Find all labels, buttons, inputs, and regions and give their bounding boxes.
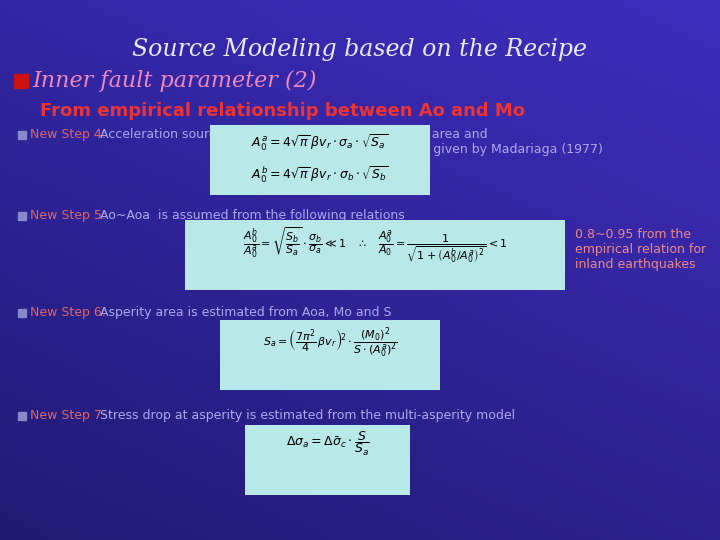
Text: Asperity area is estimated from Aoa, Mo and S: Asperity area is estimated from Aoa, Mo … (100, 306, 392, 319)
Text: Ao∼Aoa  is assumed from the following relations: Ao∼Aoa is assumed from the following rel… (100, 209, 405, 222)
Text: Inner fault parameter (2): Inner fault parameter (2) (32, 70, 316, 92)
Text: Source Modeling based on the Recipe: Source Modeling based on the Recipe (132, 38, 588, 61)
Text: Aob from background area area given by Madariaga (1977): Aob from background area area given by M… (230, 143, 603, 156)
Bar (18, 412, 26, 420)
Text: $S_a = \left(\dfrac{7\pi^2}{4}\,\beta v_r\right)^{\!2} \cdot \dfrac{(M_0)^2}{S\c: $S_a = \left(\dfrac{7\pi^2}{4}\,\beta v_… (263, 325, 397, 360)
Bar (18, 309, 26, 317)
Bar (220, 320, 440, 390)
Bar (210, 125, 430, 195)
Text: New Step 7:: New Step 7: (30, 409, 110, 422)
Text: $\dfrac{A_0^b}{A_0^a} = \sqrt{\dfrac{S_b}{S_a}} \cdot \dfrac{\sigma_b}{\sigma_a}: $\dfrac{A_0^b}{A_0^a} = \sqrt{\dfrac{S_b… (243, 225, 508, 265)
Bar (18, 212, 26, 220)
Text: Stress drop at asperity is estimated from the multi-asperity model: Stress drop at asperity is estimated fro… (100, 409, 515, 422)
Text: From empirical relationship between Ao and Mo: From empirical relationship between Ao a… (40, 102, 525, 120)
Text: 0.8~0.95 from the
empirical relation for
inland earthquakes: 0.8~0.95 from the empirical relation for… (575, 228, 706, 271)
Bar (14, 74, 28, 88)
Text: New Step 4:: New Step 4: (30, 128, 110, 141)
Bar (185, 220, 565, 290)
Text: New Step 5:: New Step 5: (30, 209, 110, 222)
Bar (18, 131, 26, 139)
Text: $A_0^a = 4\sqrt{\pi}\,\beta v_r \cdot \sigma_a \cdot \sqrt{S_a}$: $A_0^a = 4\sqrt{\pi}\,\beta v_r \cdot \s… (251, 133, 389, 153)
Bar (245, 425, 410, 495)
Text: New Step 6:: New Step 6: (30, 306, 110, 319)
Text: $A_0^b = 4\sqrt{\pi}\,\beta v_r \cdot \sigma_b \cdot \sqrt{S_b}$: $A_0^b = 4\sqrt{\pi}\,\beta v_r \cdot \s… (251, 165, 389, 185)
Text: Acceleration source spectral-level Aoa from asperity area and: Acceleration source spectral-level Aoa f… (100, 128, 487, 141)
Text: $\Delta\sigma_a = \Delta\bar{\sigma}_c \cdot \dfrac{S}{S_a}$: $\Delta\sigma_a = \Delta\bar{\sigma}_c \… (286, 430, 369, 458)
